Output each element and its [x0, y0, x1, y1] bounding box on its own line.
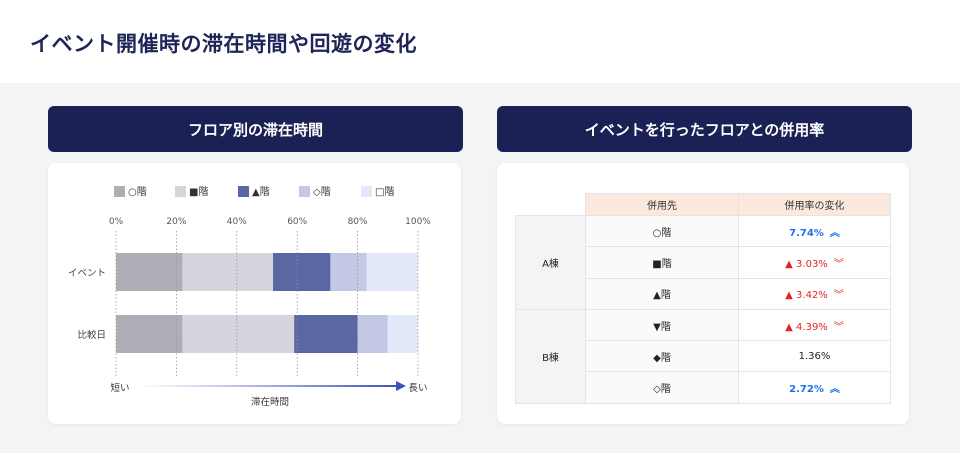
bar-segment [366, 253, 418, 291]
right-panel-header: イベントを行ったフロアとの併用率 [497, 106, 912, 152]
building-label: A棟 [515, 215, 586, 310]
arrow-head-icon [396, 381, 406, 391]
table-row: ▲階 ▲ 3.42% ︾ [516, 277, 891, 310]
change-cell: 7.74% ︽ [738, 214, 891, 248]
chart-card: ○階 ■階 ▲階 ◇階 □階 0% 20% 40% 60% 80% 100% イベント比較日短い 長い滞… [48, 163, 461, 424]
floor-cell: ○階 [585, 214, 739, 248]
change-cell: ▲ 3.42% ︾ [738, 277, 891, 310]
floor-cell: ◇階 [585, 371, 739, 404]
double-chevron-down-icon: ︾ [833, 321, 844, 333]
legend-label: ■階 [189, 186, 208, 198]
bar-segment [116, 315, 183, 353]
legend-label: ▲階 [252, 186, 270, 198]
x-tick-label: 0% [109, 217, 124, 227]
x-tick-label: 20% [166, 217, 186, 227]
bar-segment [182, 315, 295, 353]
double-chevron-down-icon: ︾ [833, 258, 844, 270]
title-bar: イベント開催時の滞在時間や回遊の変化 [0, 0, 960, 83]
building-label: B棟 [515, 308, 586, 404]
table-row: ◇階 2.72% ︽ [516, 371, 891, 404]
double-chevron-down-icon: ︾ [833, 290, 844, 302]
legend-swatch [238, 186, 249, 197]
x-tick-label: 40% [227, 217, 247, 227]
table-row: B棟 ▼階 ▲ 4.39% ︾ [515, 308, 891, 404]
table-row: ■階 ▲ 3.03% ︾ [516, 246, 891, 279]
legend-label: ○階 [128, 186, 147, 198]
change-cell: 2.72% ︽ [738, 371, 891, 404]
legend-swatch [361, 186, 372, 197]
left-panel-header: フロア別の滞在時間 [48, 106, 463, 152]
x-tick-label: 80% [348, 217, 368, 227]
double-chevron-up-icon: ︽ [829, 384, 840, 396]
bar-segment [330, 253, 367, 291]
usage-rate-table: 併用先 併用率の変化 A棟 ○階 7.74% ︽ ■階 ▲ 3.03% ︾ ▲階 ▲ 3.42%… [515, 193, 891, 404]
change-cell: ▲ 4.39% ︾ [738, 308, 891, 342]
change-cell: 1.36% [738, 340, 891, 373]
x-tick-label: 100% [405, 217, 431, 227]
legend-swatch [175, 186, 186, 197]
header-floor: 併用先 [585, 193, 739, 216]
legend-label: □階 [375, 186, 394, 198]
table-row: A棟 ○階 7.74% ︽ [515, 214, 891, 310]
bar-segment [387, 315, 418, 353]
floor-cell: ▼階 [585, 308, 739, 342]
floor-cell: ◆階 [585, 340, 739, 373]
table-card: 併用先 併用率の変化 A棟 ○階 7.74% ︽ ■階 ▲ 3.03% ︾ ▲階 ▲ 3.42%… [497, 163, 909, 424]
x-low-label: 短い [110, 382, 129, 394]
legend-label: ◇階 [313, 186, 331, 198]
legend-swatch [299, 186, 310, 197]
table-row: ◆階 1.36% [516, 340, 891, 373]
category-label: イベント [68, 268, 106, 279]
category-label: 比較日 [77, 329, 106, 341]
floor-cell: ■階 [585, 246, 739, 279]
x-tick-label: 60% [287, 217, 307, 227]
change-cell: ▲ 3.03% ︾ [738, 246, 891, 279]
duration-arrow [138, 385, 398, 387]
x-axis-title: 滞在時間 [251, 396, 289, 408]
double-chevron-up-icon: ︽ [829, 227, 840, 239]
floor-cell: ▲階 [585, 277, 739, 310]
header-change: 併用率の変化 [738, 193, 891, 216]
bar-segment [357, 315, 388, 353]
page-title: イベント開催時の滞在時間や回遊の変化 [30, 32, 417, 56]
bar-segment [116, 253, 183, 291]
bar-segment [182, 253, 274, 291]
legend-swatch [114, 186, 125, 197]
x-high-label: 長い [408, 383, 427, 394]
bar-segment [294, 315, 358, 353]
bar-segment [273, 253, 331, 291]
